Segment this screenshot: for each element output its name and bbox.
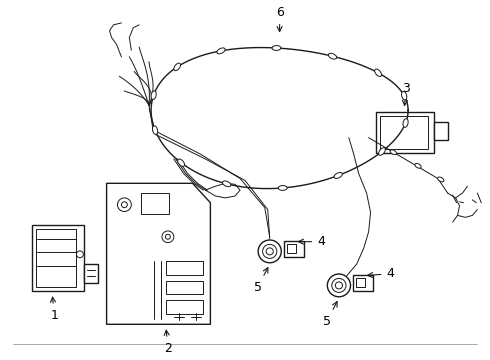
Ellipse shape <box>152 126 158 134</box>
Polygon shape <box>107 183 210 324</box>
Text: 1: 1 <box>50 297 58 322</box>
Ellipse shape <box>174 63 180 71</box>
Bar <box>434 122 448 140</box>
Bar <box>166 261 203 275</box>
Bar <box>353 275 373 291</box>
Bar <box>84 264 98 283</box>
Ellipse shape <box>390 150 396 154</box>
Ellipse shape <box>178 159 185 166</box>
Bar <box>166 280 203 294</box>
Text: 5: 5 <box>323 302 337 328</box>
Text: 4: 4 <box>298 235 325 248</box>
Text: 4: 4 <box>368 267 394 280</box>
Ellipse shape <box>403 119 408 127</box>
Ellipse shape <box>379 148 385 155</box>
Bar <box>380 116 428 149</box>
Bar <box>36 229 76 287</box>
Bar <box>166 300 203 314</box>
Ellipse shape <box>401 91 407 100</box>
Text: 2: 2 <box>164 330 172 355</box>
Ellipse shape <box>151 91 156 99</box>
Text: 5: 5 <box>254 267 268 293</box>
Text: 6: 6 <box>276 6 284 32</box>
Bar <box>287 244 296 253</box>
Text: 3: 3 <box>402 82 410 105</box>
Bar <box>376 112 434 153</box>
Ellipse shape <box>328 53 337 59</box>
Bar <box>284 241 303 257</box>
Bar <box>141 193 169 215</box>
Ellipse shape <box>375 69 382 76</box>
Ellipse shape <box>334 172 343 179</box>
Ellipse shape <box>217 48 225 54</box>
Bar <box>32 225 84 291</box>
Ellipse shape <box>415 163 421 168</box>
Ellipse shape <box>278 185 287 190</box>
Ellipse shape <box>222 181 231 187</box>
Ellipse shape <box>438 177 444 182</box>
Bar <box>356 278 365 287</box>
Ellipse shape <box>272 46 281 50</box>
